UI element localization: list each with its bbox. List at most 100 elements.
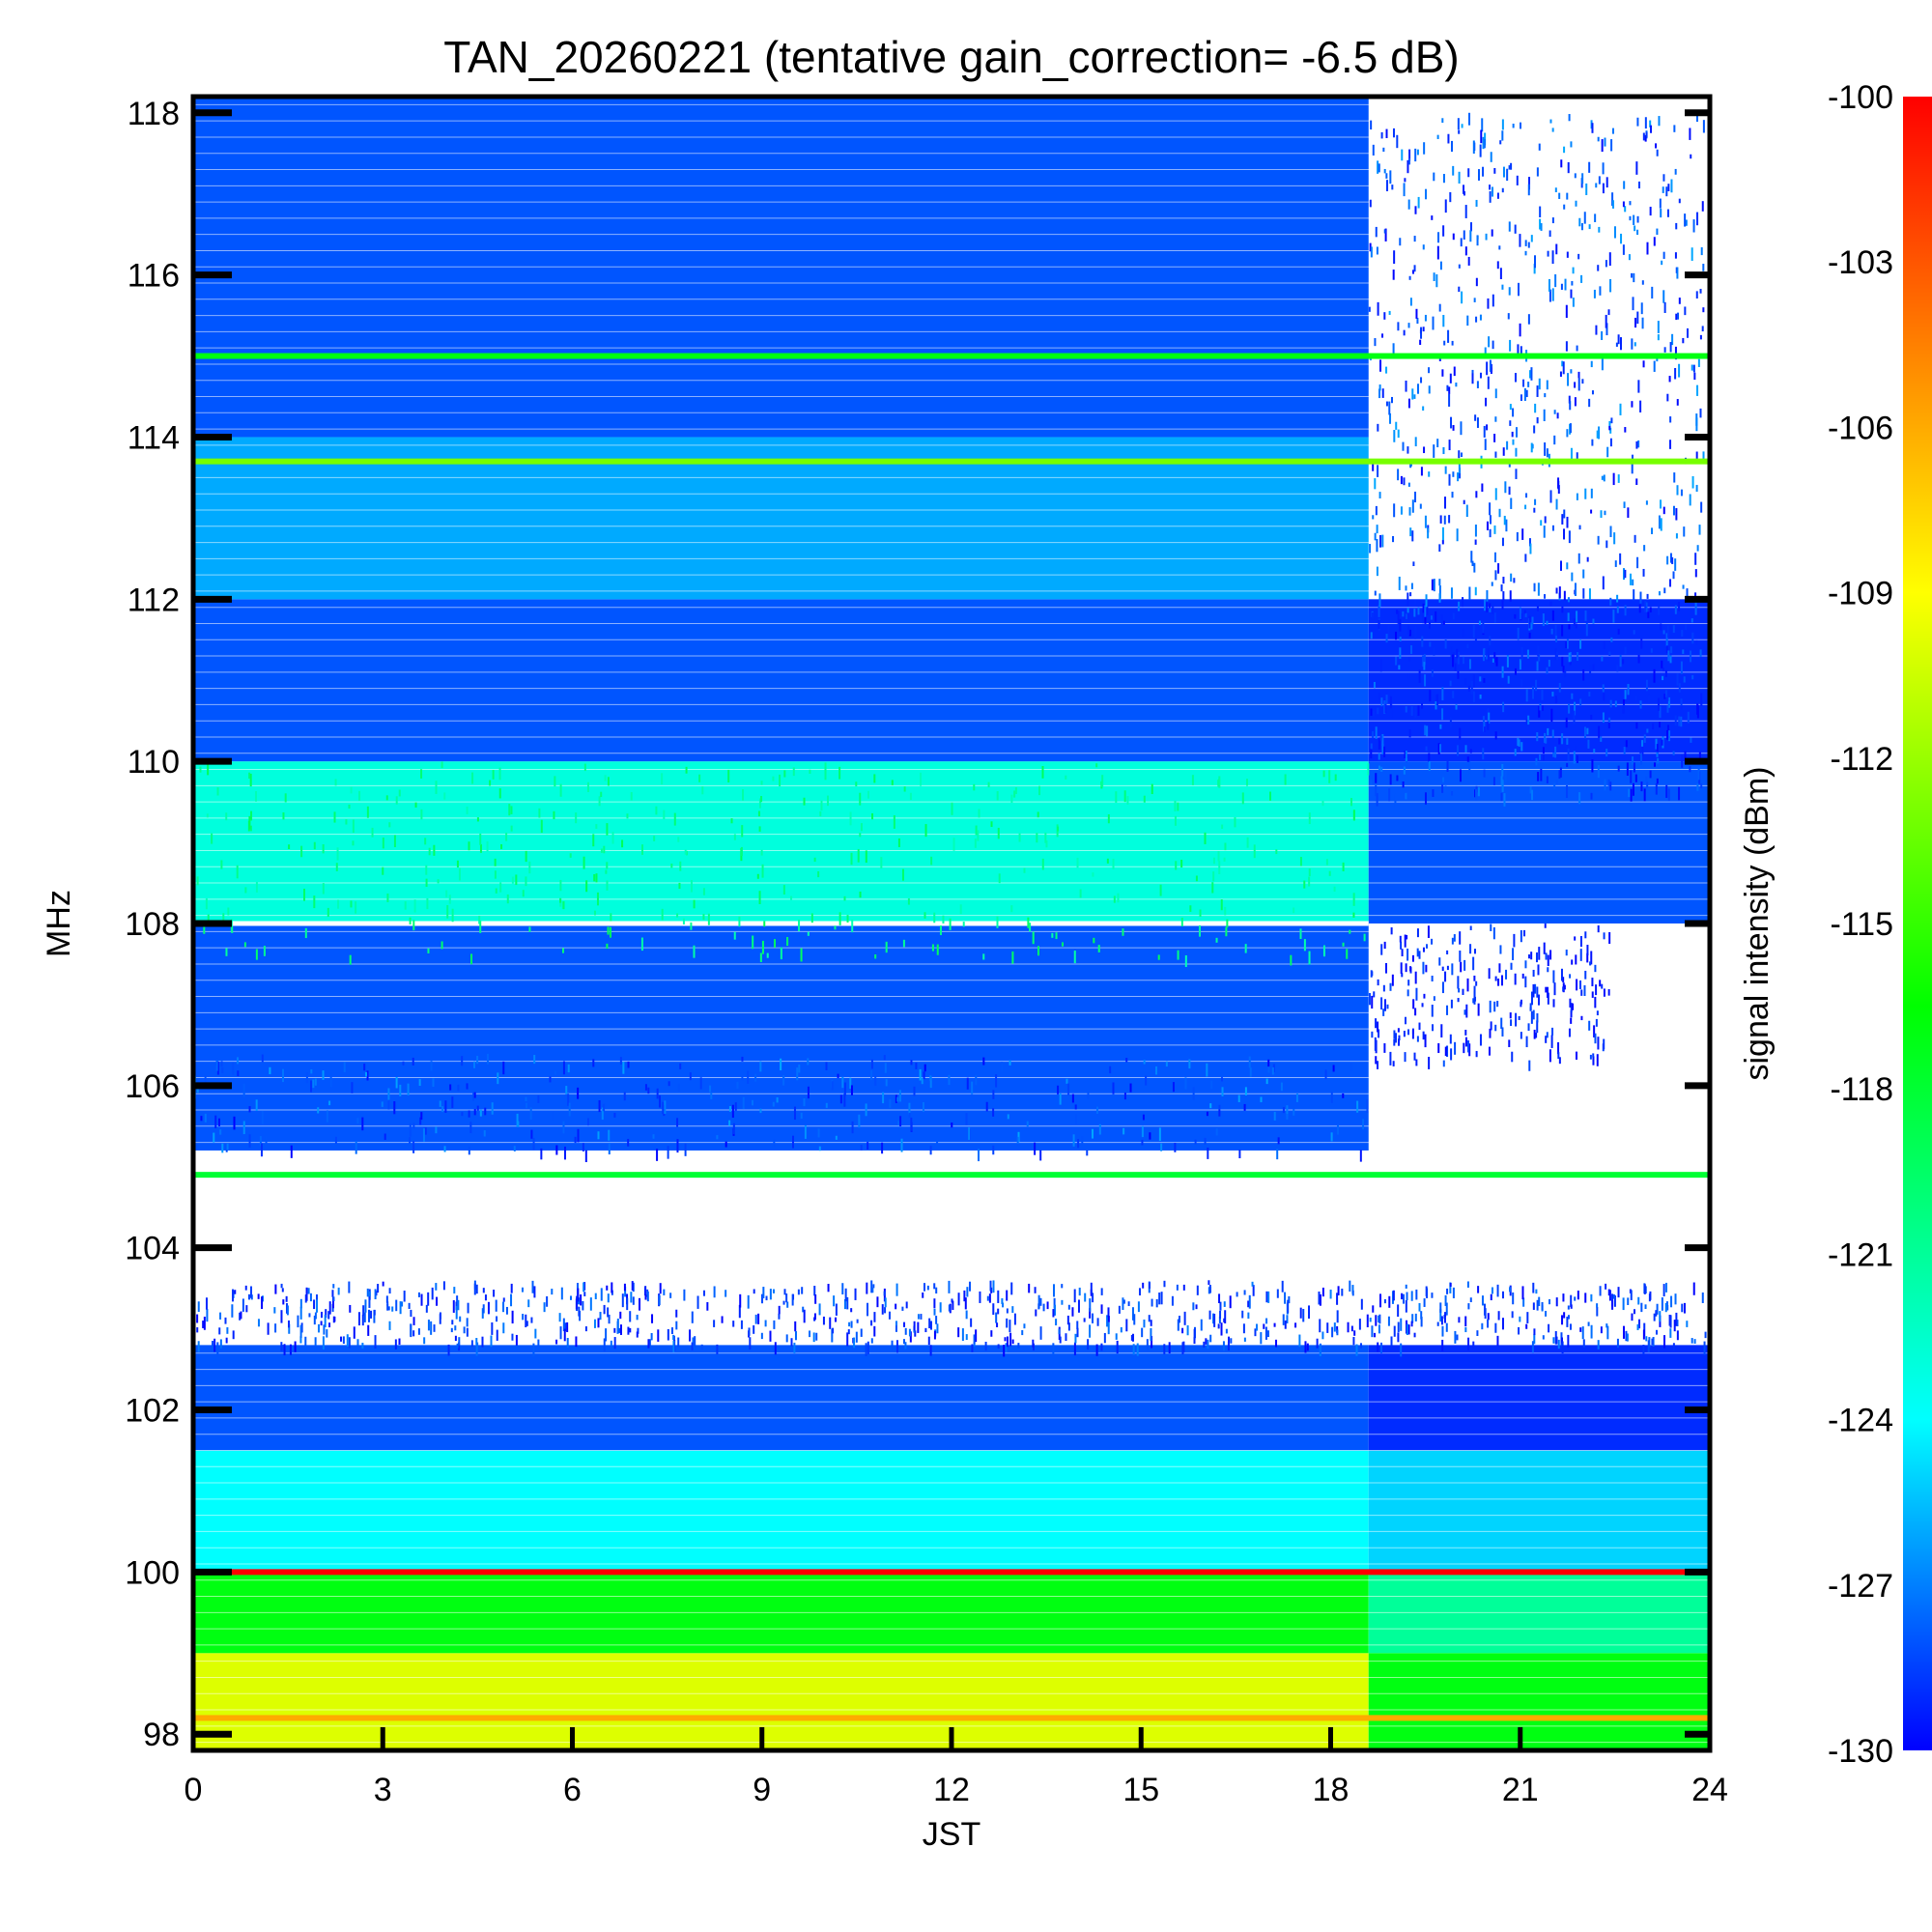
speckle — [1472, 1341, 1475, 1349]
speckle — [1481, 483, 1484, 493]
speckle — [1573, 751, 1576, 764]
speckle — [1572, 298, 1575, 307]
speckle — [1642, 1345, 1645, 1354]
speckle — [1374, 338, 1377, 347]
speckle — [1637, 655, 1640, 664]
speckle — [1107, 1321, 1110, 1335]
speckle — [1210, 1080, 1213, 1090]
speckle — [490, 1335, 493, 1348]
speckle — [1414, 971, 1417, 984]
speckle — [1640, 781, 1643, 792]
speckle — [1369, 544, 1372, 554]
speckle — [1647, 611, 1650, 618]
speckle — [1605, 314, 1607, 328]
speckle — [1433, 444, 1435, 458]
speckle — [1494, 388, 1497, 399]
speckle — [1487, 647, 1490, 662]
speckle — [559, 879, 562, 892]
speckle — [1431, 1005, 1434, 1017]
speckle — [1373, 710, 1376, 717]
speckle — [1518, 1326, 1520, 1335]
speckle — [1597, 765, 1600, 779]
speckle — [1530, 622, 1533, 630]
speckle — [702, 888, 705, 895]
speckle — [1375, 1315, 1378, 1326]
speckle — [1599, 1286, 1602, 1296]
speckle — [1116, 1340, 1119, 1354]
speckle — [1473, 562, 1476, 573]
speckle — [1658, 607, 1661, 615]
speckle — [1522, 1297, 1525, 1307]
speckle — [1483, 647, 1486, 655]
speckle — [1157, 954, 1160, 960]
speckle — [1542, 747, 1545, 753]
speckle — [221, 1143, 224, 1153]
speckle — [874, 954, 877, 959]
speckle — [1380, 766, 1383, 772]
speckle — [1448, 440, 1451, 451]
speckle — [626, 1297, 629, 1311]
speckle — [1624, 569, 1627, 579]
speckle — [1385, 128, 1388, 138]
speckle — [1399, 618, 1402, 632]
speckle — [568, 1102, 571, 1117]
speckle — [1605, 540, 1608, 549]
speckle — [1501, 666, 1504, 678]
speckle — [1540, 768, 1543, 781]
speckle — [1531, 1341, 1534, 1353]
speckle — [1589, 1054, 1592, 1060]
speckle — [1543, 526, 1546, 538]
speckle — [1383, 999, 1386, 1011]
speckle — [1658, 116, 1661, 127]
speckle — [1500, 584, 1503, 592]
speckle — [1377, 1021, 1379, 1033]
speckle — [430, 1061, 433, 1071]
speckle — [920, 772, 923, 786]
speckle — [627, 1326, 630, 1335]
band-day-5 — [193, 923, 1369, 1151]
speckle — [388, 1321, 391, 1330]
speckle — [885, 941, 888, 953]
speckle — [902, 939, 905, 948]
speckle — [764, 1320, 767, 1327]
speckle — [690, 922, 693, 930]
speckle — [1622, 659, 1625, 665]
speckle — [288, 844, 291, 850]
speckle — [1497, 1311, 1500, 1321]
speckle — [532, 1343, 535, 1357]
speckle — [1696, 212, 1699, 226]
speckle — [398, 1338, 401, 1345]
speckle — [1635, 478, 1638, 486]
band-night-0 — [1368, 1653, 1710, 1750]
speckle — [1674, 168, 1677, 175]
speckle — [1566, 639, 1569, 649]
band-night-3 — [1368, 1345, 1710, 1451]
speckle — [856, 1319, 859, 1323]
speckle — [1151, 1336, 1153, 1349]
speckle — [1607, 989, 1610, 996]
speckle — [232, 1062, 235, 1075]
speckle — [1379, 1293, 1382, 1308]
speckle — [1644, 1304, 1647, 1310]
speckle — [1666, 729, 1669, 740]
speckle — [1193, 1328, 1196, 1340]
speckle — [1406, 446, 1409, 454]
speckle — [1536, 385, 1539, 397]
speckle — [902, 1339, 905, 1345]
speckle — [904, 1342, 907, 1350]
speckle — [728, 1120, 731, 1126]
speckle — [1237, 1094, 1240, 1102]
speckle — [1412, 561, 1415, 566]
speckle — [566, 1321, 569, 1333]
speckle — [1065, 775, 1067, 780]
speckle — [562, 901, 565, 910]
speckle — [948, 1304, 951, 1312]
speckle — [1245, 779, 1248, 786]
speckle — [1534, 403, 1537, 413]
speckle — [1101, 775, 1104, 787]
speckle — [790, 1338, 793, 1347]
speckle — [288, 1320, 291, 1328]
speckle — [552, 1111, 554, 1121]
speckle — [533, 1055, 536, 1065]
speckle — [1610, 637, 1613, 642]
